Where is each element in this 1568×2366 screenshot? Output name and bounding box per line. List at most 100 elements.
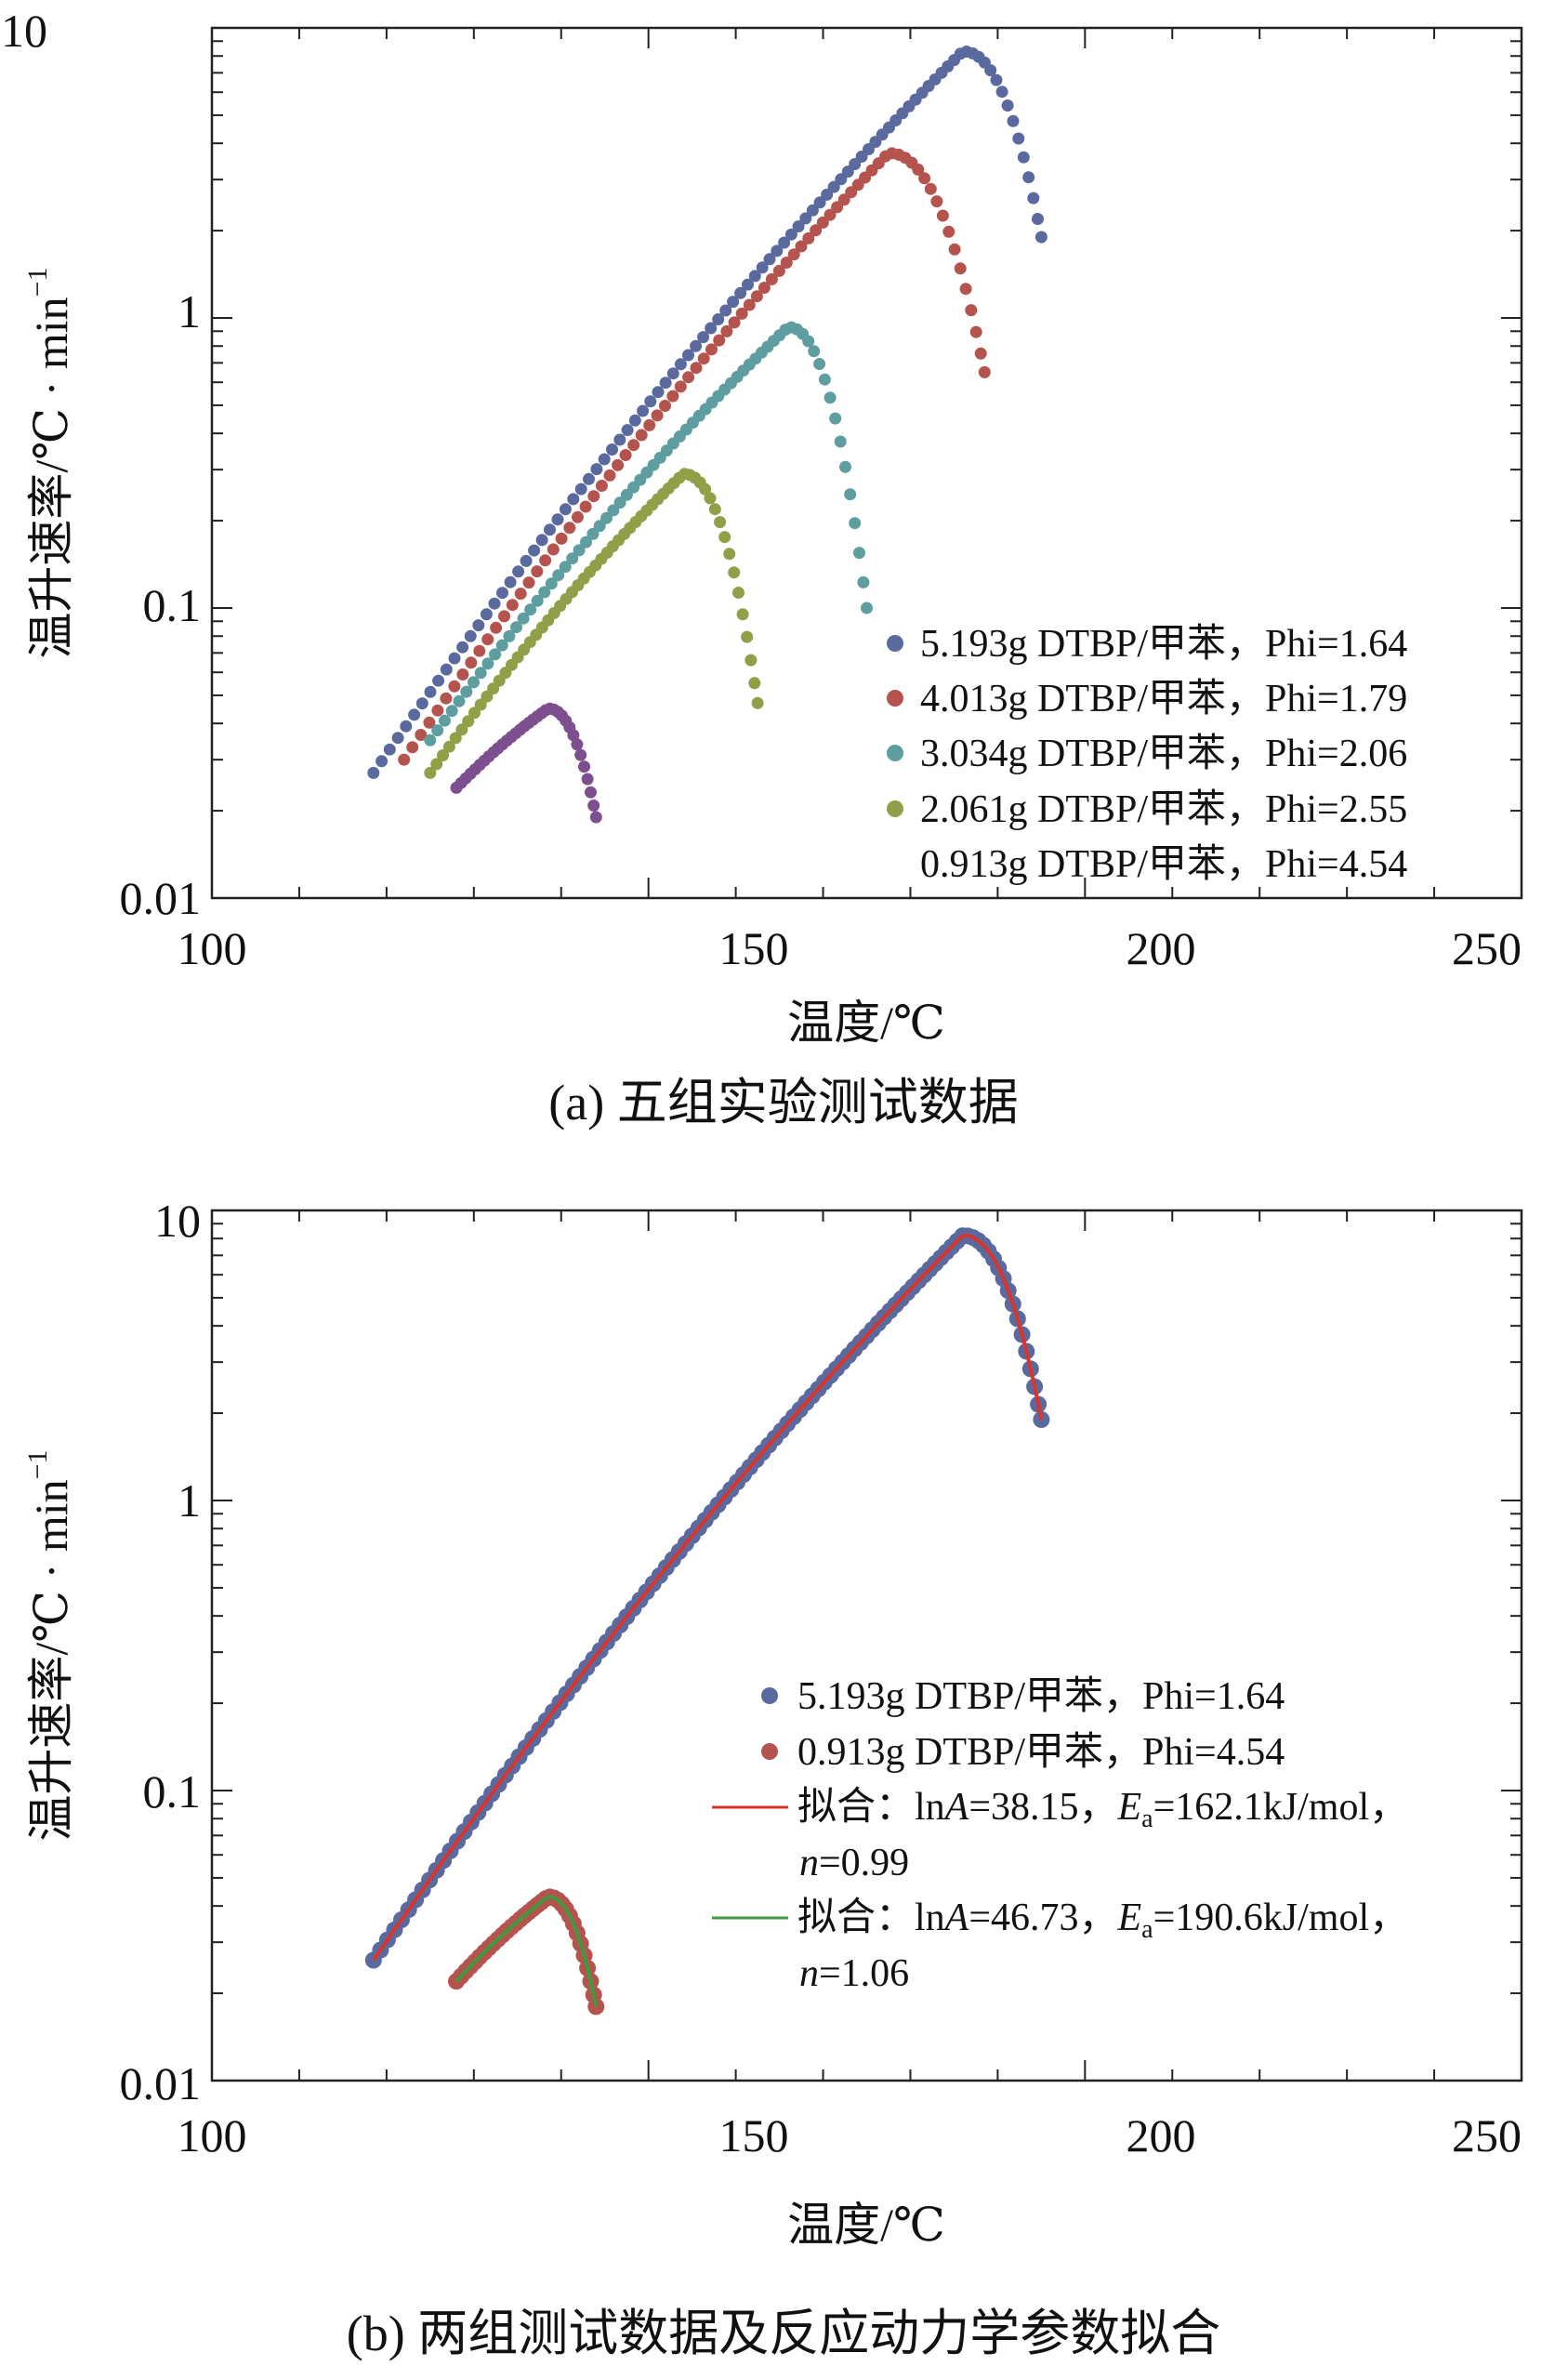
data-point-a-3	[741, 630, 754, 643]
data-point-a-0	[674, 358, 687, 371]
data-point-a-4	[589, 811, 602, 824]
data-point-a-3	[424, 766, 437, 779]
data-point-a-0	[734, 286, 747, 299]
data-point-a-3	[714, 516, 727, 529]
data-point-a-1	[690, 362, 703, 375]
data-point-a-2	[453, 694, 466, 707]
y-axis-label-a: 温升速率/℃ · min−1	[22, 267, 77, 658]
data-point-a-1	[666, 390, 679, 403]
data-point-a-0	[480, 608, 493, 621]
data-point-a-1	[816, 216, 829, 229]
data-point-a-0	[408, 708, 421, 721]
data-point-a-1	[506, 599, 519, 612]
series-group-a	[367, 46, 1048, 824]
data-point-a-1	[780, 257, 793, 269]
data-point-a-0	[727, 296, 740, 309]
data-point-a-2	[468, 676, 480, 689]
data-point-a-2	[829, 412, 842, 425]
data-point-a-2	[559, 561, 572, 574]
data-point-a-2	[802, 335, 815, 348]
y-tick-label-1-b: 1	[178, 1474, 201, 1527]
data-point-a-1	[514, 588, 527, 601]
y-axis-label-b: 温升速率/℃ · min−1	[22, 1449, 77, 1841]
data-point-a-1	[720, 324, 733, 337]
y-tick-label-1: 1	[178, 285, 201, 337]
data-point-a-1	[936, 209, 949, 222]
data-point-a-0	[835, 173, 848, 186]
legend-label-a-1: 4.013g DTBP/甲苯，Phi=1.79	[920, 678, 1407, 720]
data-point-a-3	[437, 749, 449, 761]
data-point-a-0	[528, 544, 541, 557]
y-tick-label-0.1: 0.1	[143, 579, 202, 631]
data-point-a-3	[468, 707, 481, 720]
data-point-a-4	[567, 729, 580, 742]
data-point-a-2	[424, 734, 437, 747]
data-point-a-0	[1017, 151, 1030, 164]
data-point-a-1	[522, 576, 535, 589]
series-group-b	[364, 1227, 1050, 2016]
legend-marker-a-1	[887, 690, 903, 707]
data-point-a-1	[942, 225, 955, 238]
legend-label-a-0: 5.193g DTBP/甲苯，Phi=1.64	[920, 623, 1407, 666]
caption-b: (b) 两组测试数据及反应动力学参数拟合	[347, 2306, 1220, 2361]
data-point-a-0	[613, 433, 626, 446]
data-point-a-0	[456, 641, 469, 654]
axis-ticks-a	[211, 28, 1522, 899]
legend-a: 5.193g DTBP/甲苯，Phi=1.64 4.013g DTBP/甲苯，Ph…	[887, 623, 1407, 886]
data-point-a-1	[612, 458, 625, 471]
data-point-a-1	[490, 621, 503, 634]
data-point-a-0	[464, 629, 477, 642]
data-point-a-0	[712, 313, 725, 325]
data-point-a-1	[930, 195, 943, 208]
data-point-a-3	[442, 740, 455, 753]
data-point-a-0	[1007, 114, 1020, 127]
data-point-a-2	[566, 552, 579, 565]
legend-label-b-0: 5.193g DTBP/甲苯，Phi=1.64	[797, 1675, 1285, 1718]
legend-label-a-4: 0.913g DTBP/甲苯，Phi=4.54	[920, 843, 1407, 886]
data-point-a-1	[651, 409, 664, 422]
legend-b: 5.193g DTBP/甲苯，Phi=1.64 0.913g DTBP/甲苯，P…	[712, 1675, 1408, 1995]
data-point-a-0	[1012, 132, 1025, 145]
data-point-a-1	[924, 182, 937, 195]
data-point-a-1	[758, 282, 771, 294]
data-point-a-1	[772, 264, 785, 277]
data-point-a-3	[708, 503, 721, 516]
data-point-a-1	[831, 201, 844, 214]
data-point-a-0	[598, 453, 611, 466]
data-point-a-1	[473, 644, 486, 657]
data-point-a-0	[567, 493, 580, 506]
data-point-a-0	[424, 685, 437, 698]
plot-area-b	[210, 1209, 1523, 2082]
data-point-a-0	[1022, 171, 1035, 184]
y-tick-label-10-b: 10	[154, 1195, 201, 1247]
data-point-a-0	[367, 766, 380, 779]
data-point-a-1	[431, 704, 444, 717]
data-point-a-1	[635, 429, 648, 442]
data-point-a-0	[544, 523, 556, 536]
data-point-a-2	[445, 705, 458, 718]
data-point-a-2	[431, 724, 444, 737]
data-point-a-1	[659, 400, 671, 412]
caption-a: (a) 五组实验测试数据	[548, 1075, 1018, 1130]
legend-marker-a-2	[887, 745, 903, 761]
data-point-a-3	[474, 698, 487, 711]
data-point-a-2	[808, 345, 821, 358]
data-point-a-3	[751, 696, 764, 709]
data-point-a-1	[572, 510, 584, 523]
data-point-a-1	[643, 418, 656, 431]
data-point-a-0	[606, 443, 618, 456]
data-point-a-3	[732, 587, 744, 599]
data-point-a-0	[590, 463, 603, 476]
data-point-a-3	[744, 654, 758, 667]
data-point-a-0	[705, 322, 718, 335]
panel-b-chart: 10 1 0.1 0.01 100 150 200 250 温度/℃ 温升速率/…	[22, 1195, 1523, 2361]
data-point-a-2	[503, 629, 516, 642]
data-point-a-2	[552, 569, 565, 582]
data-point-a-1	[415, 729, 428, 741]
x-axis-label-a: 温度/℃	[787, 997, 945, 1049]
data-point-a-2	[853, 547, 865, 560]
data-point-a-0	[1027, 192, 1040, 205]
data-point-a-0	[666, 367, 679, 380]
data-point-a-1	[619, 449, 632, 461]
data-point-a-0	[771, 245, 784, 258]
